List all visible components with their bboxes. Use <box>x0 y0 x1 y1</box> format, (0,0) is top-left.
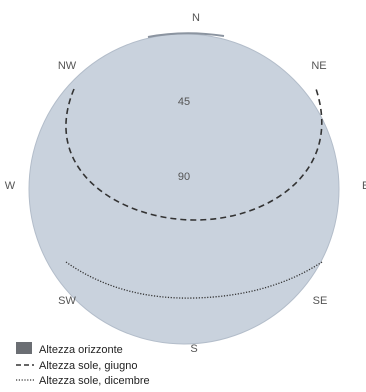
sun-path-june <box>65 85 323 221</box>
sun-path-december <box>65 261 323 299</box>
legend-label-june: Altezza sole, giugno <box>39 360 137 372</box>
compass-label-n: N <box>192 12 200 24</box>
altitude-label-45: 45 <box>178 96 190 108</box>
compass-label-s: S <box>190 343 197 355</box>
compass-label-ne: NE <box>311 60 326 72</box>
legend-label-december: Altezza sole, dicembre <box>39 375 150 387</box>
compass-label-w: W <box>5 180 16 192</box>
compass-label-e: E <box>362 180 366 192</box>
compass-label-sw: SW <box>58 295 76 307</box>
compass-label-se: SE <box>313 295 328 307</box>
legend: Altezza orizzonte Altezza sole, giugno A… <box>16 342 150 387</box>
legend-label-horizon: Altezza orizzonte <box>39 344 123 356</box>
legend-swatch-horizon <box>16 342 32 354</box>
horizon-profile <box>147 32 225 38</box>
altitude-label-90: 90 <box>178 171 190 183</box>
compass-label-nw: NW <box>58 60 77 72</box>
